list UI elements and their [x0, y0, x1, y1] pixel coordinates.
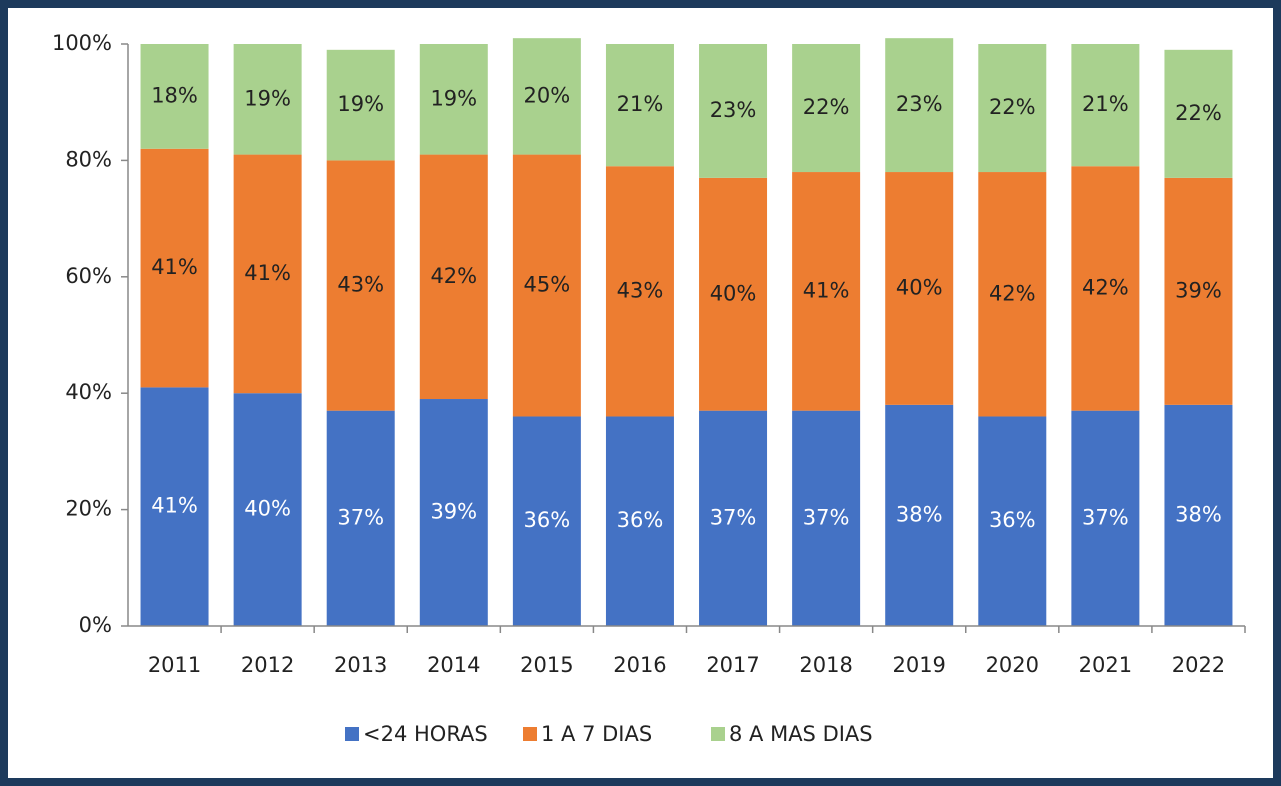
data-label: 42% — [430, 264, 477, 288]
x-tick-label: 2019 — [892, 653, 945, 677]
data-label: 42% — [1082, 275, 1129, 299]
bar-segment — [233, 393, 302, 626]
y-tick-label: 100% — [52, 31, 112, 55]
bar-segment — [699, 177, 768, 411]
x-tick-label: 2012 — [241, 653, 294, 677]
bar-segment — [326, 410, 395, 626]
data-label: 22% — [803, 95, 850, 119]
y-tick-label: 40% — [65, 380, 112, 404]
bar-segment — [1164, 177, 1233, 405]
bar-segment — [978, 172, 1047, 417]
data-label: 22% — [989, 95, 1036, 119]
bar-segment — [885, 172, 954, 405]
data-label: 21% — [1082, 92, 1129, 116]
x-tick-label: 2015 — [520, 653, 573, 677]
x-tick-label: 2021 — [1079, 653, 1132, 677]
x-tick-label: 2014 — [427, 653, 480, 677]
data-label: 38% — [1175, 502, 1222, 526]
legend-label: 1 A 7 DIAS — [541, 722, 652, 746]
bar-segment — [419, 44, 488, 155]
data-label: 37% — [803, 505, 850, 529]
data-label: 23% — [896, 92, 943, 116]
data-label: 36% — [989, 508, 1036, 532]
x-tick-label: 2013 — [334, 653, 387, 677]
bar-segment — [512, 38, 581, 155]
data-label: 21% — [617, 92, 664, 116]
bar-segment — [699, 410, 768, 626]
bar-segment — [1071, 166, 1140, 411]
bar-segment — [978, 44, 1047, 173]
legend-label: <24 HORAS — [363, 722, 488, 746]
data-label: 40% — [244, 497, 291, 521]
legend-swatch — [345, 727, 359, 741]
data-label: 41% — [151, 255, 198, 279]
data-label: 41% — [803, 278, 850, 302]
data-label: 40% — [710, 281, 757, 305]
bar-segment — [1071, 410, 1140, 626]
y-tick-label: 20% — [65, 497, 112, 521]
bar-segment — [233, 44, 302, 155]
bar-segment — [792, 410, 861, 626]
legend-swatch — [523, 727, 537, 741]
data-label: 41% — [244, 261, 291, 285]
data-label: 38% — [896, 502, 943, 526]
x-tick-label: 2022 — [1172, 653, 1225, 677]
bar-segment — [419, 399, 488, 626]
bar-segment — [1164, 49, 1233, 178]
bar-segment — [512, 154, 581, 417]
bar-segment — [512, 416, 581, 626]
data-label: 19% — [430, 86, 477, 110]
bar-segment — [885, 38, 954, 173]
data-label: 45% — [524, 273, 571, 297]
bar-segment — [326, 160, 395, 411]
data-label: 43% — [337, 273, 384, 297]
bar-segment — [605, 166, 674, 417]
bar-segment — [1164, 404, 1233, 626]
x-tick-label: 2017 — [706, 653, 759, 677]
bar-segment — [792, 172, 861, 411]
data-label: 23% — [710, 98, 757, 122]
data-label: 36% — [524, 508, 571, 532]
x-tick-label: 2018 — [799, 653, 852, 677]
legend-swatch — [711, 727, 725, 741]
data-label: 19% — [244, 86, 291, 110]
bar-segment — [1071, 44, 1140, 167]
y-tick-label: 0% — [79, 613, 112, 637]
data-label: 39% — [430, 500, 477, 524]
bar-segment — [885, 404, 954, 626]
x-tick-label: 2011 — [148, 653, 201, 677]
x-tick-label: 2020 — [986, 653, 1039, 677]
data-label: 43% — [617, 278, 664, 302]
y-tick-label: 80% — [65, 147, 112, 171]
bar-segment — [605, 44, 674, 167]
data-label: 37% — [1082, 505, 1129, 529]
data-label: 42% — [989, 281, 1036, 305]
data-label: 20% — [524, 83, 571, 107]
data-label: 22% — [1175, 101, 1222, 125]
legend-label: 8 A MAS DIAS — [729, 722, 873, 746]
data-label: 19% — [337, 92, 384, 116]
data-label: 39% — [1175, 278, 1222, 302]
data-label: 41% — [151, 494, 198, 518]
bar-segment — [326, 49, 395, 161]
data-label: 36% — [617, 508, 664, 532]
bar-segment — [419, 154, 488, 400]
bar-segment — [233, 154, 302, 394]
bar-segment — [699, 44, 768, 178]
bar-segment — [140, 387, 209, 626]
data-label: 37% — [710, 505, 757, 529]
y-tick-label: 60% — [65, 264, 112, 288]
bar-segment — [140, 148, 209, 388]
data-label: 18% — [151, 83, 198, 107]
x-tick-label: 2016 — [613, 653, 666, 677]
bar-segment — [978, 416, 1047, 626]
bar-segment — [605, 416, 674, 626]
bar-segment — [140, 44, 209, 149]
data-label: 40% — [896, 275, 943, 299]
bar-segment — [792, 44, 861, 173]
data-label: 37% — [337, 505, 384, 529]
